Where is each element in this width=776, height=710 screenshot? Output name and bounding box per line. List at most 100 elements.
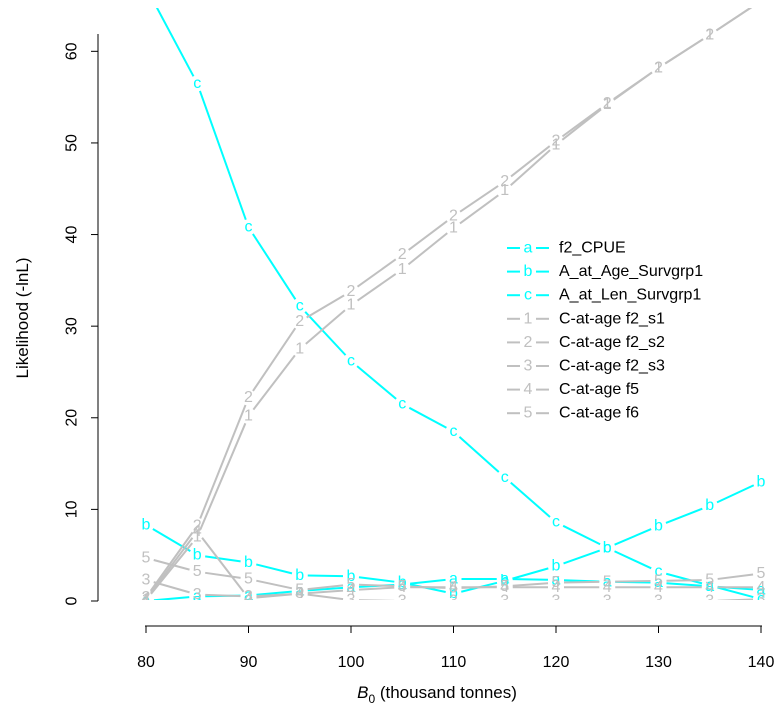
series-segment bbox=[510, 145, 551, 178]
data-point: 5 bbox=[449, 580, 458, 597]
series-segment bbox=[717, 586, 754, 599]
data-point: 1 bbox=[295, 341, 304, 358]
series-segment bbox=[561, 108, 602, 141]
series-segment bbox=[665, 572, 703, 585]
series-segment bbox=[201, 537, 245, 593]
series-segment bbox=[205, 571, 241, 579]
data-point: 3 bbox=[244, 588, 253, 605]
data-point: 5 bbox=[654, 572, 663, 589]
series-1: 1 1 1 1 1 1 1 1 1 1 1 1 1 bbox=[142, 0, 766, 600]
data-point: 2 bbox=[705, 26, 714, 43]
series-segment bbox=[205, 555, 241, 563]
series-segment bbox=[562, 524, 601, 546]
data-point: 5 bbox=[705, 571, 714, 588]
data-point: 2 bbox=[244, 389, 253, 406]
series-segment bbox=[307, 586, 344, 592]
data-point: b bbox=[398, 574, 407, 591]
series-segment bbox=[256, 579, 293, 590]
series-segment bbox=[459, 194, 499, 225]
data-point: 3 bbox=[757, 591, 766, 608]
data-point: a bbox=[193, 588, 202, 605]
data-point: a bbox=[398, 576, 407, 593]
y-tick-label: 40 bbox=[64, 226, 81, 244]
data-point: 1 bbox=[654, 59, 663, 76]
legend-symbol: 5 bbox=[524, 405, 533, 422]
data-point: c bbox=[501, 469, 509, 486]
y-tick-label: 30 bbox=[64, 317, 81, 335]
legend-symbol: b bbox=[524, 263, 533, 280]
series-segment bbox=[512, 567, 549, 580]
series-segment bbox=[307, 593, 344, 600]
data-point: 4 bbox=[142, 591, 151, 608]
data-point: a bbox=[244, 587, 253, 604]
series-segment bbox=[256, 563, 293, 575]
data-point: 1 bbox=[757, 0, 766, 9]
data-point: a bbox=[552, 571, 561, 588]
legend-symbol: a bbox=[524, 240, 533, 257]
series-layer: aaaaaaaaaaaaabbbbbbbbbbbbbccccccccccccc1… bbox=[142, 0, 766, 610]
data-point: a bbox=[295, 582, 304, 599]
x-axis-title: B0 (thousand tonnes) bbox=[357, 683, 517, 706]
series-segment bbox=[150, 542, 193, 595]
data-point: 4 bbox=[552, 579, 561, 596]
legend-label: f2_CPUE bbox=[559, 240, 626, 257]
y-axis-ticks: 0 10 20 30 40 50 60 bbox=[64, 42, 98, 605]
y-tick-label: 60 bbox=[64, 42, 81, 60]
series-segment bbox=[459, 185, 499, 213]
data-point: 5 bbox=[244, 571, 253, 588]
data-point: c bbox=[706, 577, 714, 594]
data-point: 4 bbox=[449, 579, 458, 596]
series-segment bbox=[512, 582, 549, 587]
series-segment bbox=[358, 583, 395, 588]
series-segment bbox=[563, 549, 601, 565]
series-segment bbox=[666, 579, 702, 582]
data-point: c bbox=[347, 352, 355, 369]
x-tick-label: 90 bbox=[240, 654, 258, 671]
data-point: 2 bbox=[347, 283, 356, 300]
data-point: 1 bbox=[449, 220, 458, 237]
series-segment bbox=[252, 327, 297, 392]
data-point: c bbox=[552, 514, 560, 531]
data-point: b bbox=[705, 497, 714, 514]
data-point: 2 bbox=[295, 313, 304, 330]
data-point: c bbox=[193, 75, 201, 92]
data-point: 3 bbox=[654, 593, 663, 610]
data-point: b bbox=[500, 572, 509, 589]
data-point: 3 bbox=[705, 593, 714, 610]
x-tick-label: 110 bbox=[441, 654, 467, 671]
legend-label: C-at-age f2_s3 bbox=[559, 358, 665, 375]
series-segment bbox=[307, 589, 344, 595]
data-point: 3 bbox=[603, 593, 612, 610]
series-segment bbox=[199, 422, 247, 530]
series-segment bbox=[153, 596, 190, 600]
data-point: c bbox=[398, 396, 406, 413]
series-3: 3 3 3 3 3 3 3 3 3 3 3 3 3 bbox=[142, 571, 766, 610]
data-point: b bbox=[193, 547, 202, 564]
series-segment bbox=[356, 365, 397, 400]
data-point: 5 bbox=[295, 582, 304, 599]
series-segment bbox=[716, 484, 755, 504]
legend-item: a f2_CPUE bbox=[507, 240, 626, 257]
data-point: c bbox=[655, 563, 663, 580]
series-segment bbox=[153, 559, 190, 571]
y-tick-label: 10 bbox=[64, 500, 81, 518]
data-point: b bbox=[654, 517, 663, 534]
data-point: 3 bbox=[142, 571, 151, 588]
legend-item: 2 C-at-age f2_s2 bbox=[507, 334, 665, 351]
series-segment bbox=[461, 585, 497, 589]
legend-item: b A_at_Age_Survgrp1 bbox=[507, 263, 703, 280]
series-segment bbox=[252, 354, 296, 411]
legend-label: A_at_Age_Survgrp1 bbox=[559, 263, 703, 280]
data-point: 5 bbox=[603, 573, 612, 590]
data-point: 3 bbox=[295, 585, 304, 602]
series-segment bbox=[410, 585, 446, 589]
data-point: b bbox=[295, 567, 304, 584]
legend-symbol: 2 bbox=[524, 334, 533, 351]
series-segment bbox=[665, 507, 703, 524]
data-point: 2 bbox=[398, 246, 407, 263]
series-segment bbox=[615, 579, 651, 583]
series-segment bbox=[717, 573, 754, 580]
x-tick-label: 140 bbox=[748, 654, 775, 671]
series-segment bbox=[307, 574, 344, 578]
data-point: a bbox=[500, 571, 509, 588]
